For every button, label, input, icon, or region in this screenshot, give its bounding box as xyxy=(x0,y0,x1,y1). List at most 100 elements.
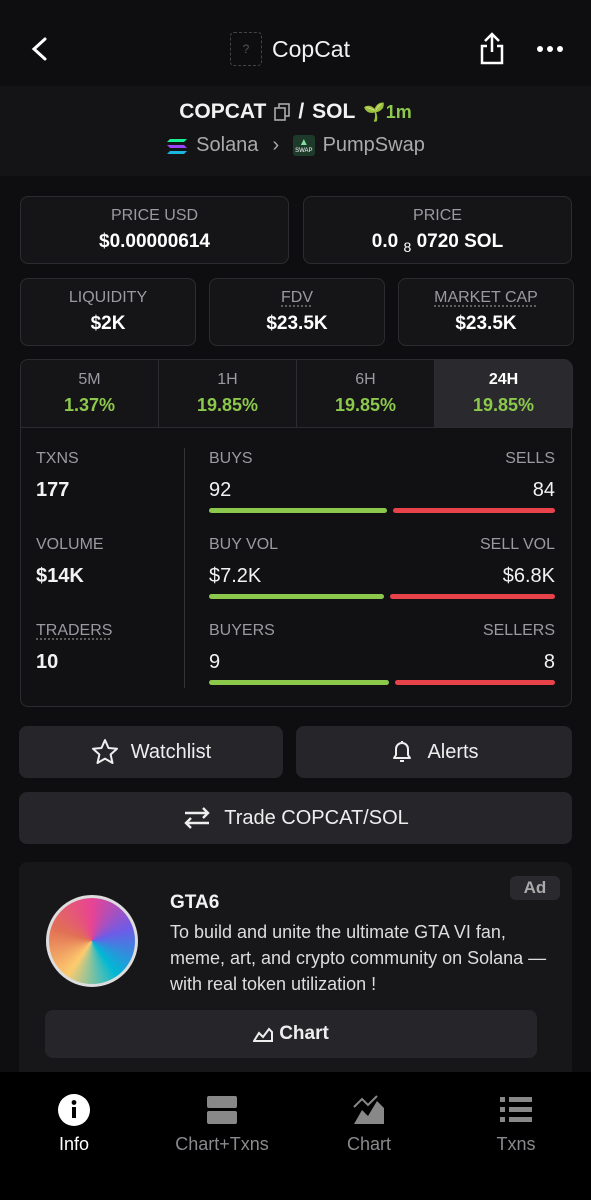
sell-bar xyxy=(392,508,555,513)
zeros: 8 xyxy=(403,238,412,255)
sell-value: 84 xyxy=(532,479,555,501)
change: 19.85% xyxy=(334,395,397,415)
metric-card: MARKET CAP $23.5K xyxy=(398,278,574,346)
value: $0.00000614 xyxy=(99,231,210,252)
sell-label: SELLS xyxy=(505,450,555,467)
alerts-button[interactable]: Alerts xyxy=(296,726,572,778)
nav-item[interactable]: Chart xyxy=(299,1092,439,1155)
token-icon: ? xyxy=(230,32,262,66)
separator: / xyxy=(298,100,305,123)
timeframe-tab[interactable]: 24H 19.85% xyxy=(435,360,573,428)
value: $2K xyxy=(90,313,126,334)
metric-card: LIQUIDITY $2K xyxy=(20,278,196,346)
base-symbol: COPCAT xyxy=(179,100,267,123)
dex: PumpSwap xyxy=(322,134,425,156)
dex-icon: ▲ SWAP xyxy=(293,135,315,156)
label: FDV xyxy=(281,289,313,306)
digits: 0720 SOL xyxy=(416,231,504,252)
bottom-nav xyxy=(0,1072,591,1200)
row-label: TXNS xyxy=(36,450,79,467)
price-card: PRICE 0.0 8 0720 SOL xyxy=(303,196,572,264)
ad-chart-button[interactable]: Chart xyxy=(45,1010,537,1058)
prefix: 0.0 xyxy=(371,231,399,252)
nav-label: Chart+Txns xyxy=(175,1134,269,1154)
sell-bar xyxy=(395,680,555,685)
buy-bar xyxy=(209,680,390,685)
trade-button[interactable]: Trade COPCAT/SOL xyxy=(19,792,572,844)
watchlist-button[interactable]: Watchlist xyxy=(19,726,283,778)
buy-label: BUYS xyxy=(209,450,253,467)
back-button[interactable] xyxy=(28,36,52,62)
nav-item[interactable]: Chart+Txns xyxy=(152,1092,292,1155)
change: 19.85% xyxy=(472,395,535,415)
row-value: 177 xyxy=(36,479,70,501)
ad-badge: Ad xyxy=(510,876,560,900)
label: Chart xyxy=(279,1023,329,1044)
row-value: 10 xyxy=(36,651,59,673)
chain: Solana xyxy=(196,134,259,156)
chevron: › xyxy=(272,134,280,156)
value: $23.5K xyxy=(266,313,328,334)
title: CopCat xyxy=(272,36,350,62)
sell-bar xyxy=(389,594,555,599)
nav-icon xyxy=(299,1092,439,1128)
row-label: TRADERS xyxy=(36,622,113,639)
nav-icon xyxy=(446,1092,586,1128)
label: LIQUIDITY xyxy=(68,289,148,306)
sell-value: 8 xyxy=(543,651,555,673)
change: 1.37% xyxy=(63,395,116,415)
dex-badge: SWAP xyxy=(295,148,313,154)
chain-row: Solana › ▲ SWAP PumpSwap xyxy=(0,134,591,157)
label: 6H xyxy=(355,371,376,388)
buy-value: 9 xyxy=(209,651,221,673)
buy-label: BUYERS xyxy=(209,622,275,639)
age: 🌱1m xyxy=(363,102,411,123)
bell-icon xyxy=(393,741,412,762)
sell-label: SELL VOL xyxy=(479,536,555,553)
star-icon xyxy=(91,739,118,764)
swap-icon xyxy=(184,807,210,829)
nav-label: Chart xyxy=(346,1134,391,1154)
sell-value: $6.8K xyxy=(502,565,555,587)
more-button[interactable] xyxy=(536,44,564,54)
label: Alerts xyxy=(427,740,479,763)
nav-item[interactable]: Txns xyxy=(446,1092,586,1155)
share-button[interactable] xyxy=(478,30,506,66)
nav-item[interactable]: Info xyxy=(4,1092,144,1155)
age-text: 1m xyxy=(385,101,412,122)
buy-value: 92 xyxy=(209,479,232,501)
timeframe-tab[interactable]: 1H 19.85% xyxy=(159,360,297,428)
ad-name: GTA6 xyxy=(170,892,220,913)
label: Watchlist xyxy=(130,740,212,763)
solana-icon xyxy=(167,138,188,154)
buy-label: BUY VOL xyxy=(209,536,279,553)
buy-bar xyxy=(209,594,384,599)
change: 19.85% xyxy=(196,395,259,415)
metric-card: FDV $23.5K xyxy=(209,278,385,346)
row-label: VOLUME xyxy=(36,536,104,553)
label: 1H xyxy=(217,371,238,388)
sell-label: SELLERS xyxy=(482,622,555,639)
label: 5M xyxy=(78,371,101,388)
nav-label: Info xyxy=(58,1134,90,1154)
pair-row: COPCAT / SOL 🌱1m xyxy=(0,100,591,124)
nav-icon xyxy=(4,1092,144,1128)
sprout: 🌱 xyxy=(363,101,386,122)
label: PRICE USD xyxy=(110,207,199,224)
row-value: $14K xyxy=(36,565,84,587)
value: $23.5K xyxy=(455,313,517,334)
pair-section xyxy=(0,86,591,176)
timeframe-tab[interactable]: 6H 19.85% xyxy=(297,360,435,428)
quote-symbol: SOL xyxy=(312,100,356,123)
copy-icon[interactable] xyxy=(274,103,291,121)
label: PRICE xyxy=(413,207,462,224)
timeframe-tab[interactable]: 5M 1.37% xyxy=(21,360,159,428)
label: 24H xyxy=(488,371,519,388)
divider xyxy=(184,448,185,688)
label: MARKET CAP xyxy=(434,289,538,306)
nav-icon xyxy=(152,1092,292,1128)
buy-bar xyxy=(209,508,387,513)
ad-logo xyxy=(46,895,138,987)
label: Trade COPCAT/SOL xyxy=(224,806,409,829)
